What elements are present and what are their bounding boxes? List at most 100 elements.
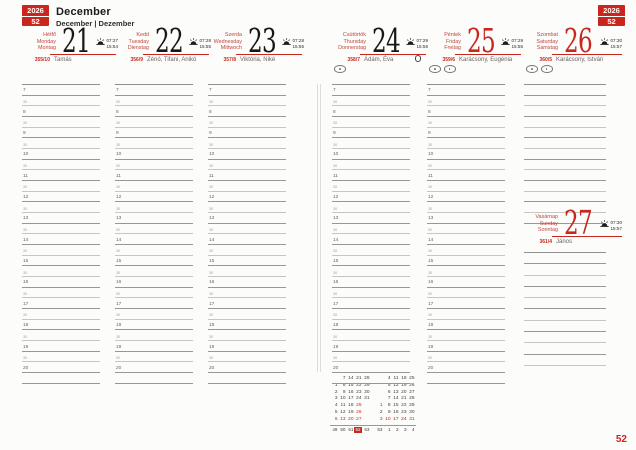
time-row: 10 bbox=[332, 149, 410, 160]
time-row: 30 bbox=[115, 96, 193, 107]
time-row: 16 bbox=[332, 277, 410, 288]
weekday-names: Péntek Friday Freitag bbox=[427, 32, 461, 54]
half-hour-label: 30 bbox=[23, 270, 28, 275]
holiday-restriction-icon bbox=[429, 65, 441, 73]
mini-date: 27 bbox=[356, 416, 362, 422]
time-row: 30 bbox=[208, 202, 286, 214]
name-days: Viktória, Niké bbox=[240, 56, 276, 63]
time-row: 30 bbox=[115, 117, 193, 128]
day-of-year: 358/7 bbox=[347, 56, 360, 63]
time-row bbox=[524, 96, 606, 107]
time-row: 12 bbox=[115, 192, 193, 203]
hour-label: 8 bbox=[333, 109, 336, 115]
time-row: 15 bbox=[427, 256, 505, 267]
time-row: 30 bbox=[115, 202, 193, 214]
hour-label: 18 bbox=[333, 323, 339, 329]
schedule-grid: 7 30 8 30 9 30 10 30 11 30 12 30 13 30 14 30 15 30 16 30 17 3… bbox=[208, 84, 286, 384]
time-row: 15 bbox=[332, 256, 410, 267]
time-row bbox=[208, 373, 286, 384]
weekday-name: Monday bbox=[36, 38, 56, 45]
weekday-name: Csütörtök bbox=[342, 32, 366, 39]
time-row: 16 bbox=[115, 277, 193, 288]
half-hour-label: 30 bbox=[428, 164, 433, 169]
header-rule bbox=[552, 54, 622, 55]
time-row: 30 bbox=[208, 330, 286, 342]
time-row bbox=[524, 128, 606, 139]
sunrise-time: 07:28 bbox=[292, 38, 305, 44]
half-hour-label: 30 bbox=[23, 206, 28, 211]
time-row: 30 bbox=[332, 160, 410, 171]
weekday-names: Kedd Tuesday Dienstag bbox=[115, 32, 149, 54]
time-row: 9 bbox=[22, 128, 100, 139]
half-hour-label: 30 bbox=[116, 292, 121, 297]
day-header-saturday: Szombat Saturday Samstag 26 07:30 15:57 360/5 K… bbox=[524, 21, 622, 73]
weekday-names: Vasárnap Sunday Sonntag bbox=[524, 214, 558, 236]
half-hour-label: 30 bbox=[209, 356, 214, 361]
mini-date: 29 bbox=[409, 403, 415, 409]
half-hour-label: 30 bbox=[209, 164, 214, 169]
time-row bbox=[524, 160, 606, 171]
half-hour-label: 30 bbox=[428, 334, 433, 339]
time-row bbox=[524, 309, 606, 321]
half-hour-label: 30 bbox=[23, 228, 28, 233]
mini-week-number: 1 bbox=[387, 427, 391, 433]
time-row: 8 bbox=[115, 106, 193, 118]
time-row: 19 bbox=[332, 341, 410, 352]
hour-label: 12 bbox=[23, 195, 29, 201]
hour-label: 16 bbox=[333, 280, 339, 286]
half-hour-label: 30 bbox=[116, 334, 121, 339]
sun-times: 07:27 15:54 bbox=[107, 38, 119, 50]
time-row bbox=[524, 181, 606, 192]
sunrise-time: 07:28 bbox=[199, 38, 212, 44]
time-row: 30 bbox=[22, 352, 100, 363]
mini-date: 26 bbox=[409, 382, 415, 388]
holiday-restriction-icon bbox=[334, 65, 346, 73]
time-row: 15 bbox=[208, 256, 286, 267]
time-row: 30 bbox=[332, 245, 410, 256]
hour-label: 19 bbox=[23, 344, 29, 350]
hour-label: 14 bbox=[23, 237, 29, 243]
hour-label: 20 bbox=[333, 365, 339, 371]
mini-date: 3 bbox=[379, 416, 383, 422]
hour-label: 7 bbox=[209, 88, 212, 94]
time-row: 30 bbox=[332, 266, 410, 278]
day-header-wednesday: Szerda Wednesday Mittwoch 23 07:28 15:55 357/8… bbox=[208, 24, 305, 63]
hour-label: 8 bbox=[209, 109, 212, 115]
mini-month: 1 2 3 4 5 6 7 8 9 10 11 12 13 14 15 16 17 18 19 20 21 22 23 24 2… bbox=[330, 376, 370, 424]
page-gutter-line bbox=[320, 84, 321, 372]
time-row: 20 bbox=[208, 362, 286, 374]
mini-date: 19 bbox=[401, 382, 407, 388]
time-row: 17 bbox=[427, 298, 505, 310]
time-row: 18 bbox=[427, 320, 505, 331]
weekday-name: Friday bbox=[446, 38, 461, 45]
page-gutter-line bbox=[317, 84, 318, 372]
mini-week-number: 51 bbox=[348, 427, 354, 433]
mini-date: 31 bbox=[409, 416, 415, 422]
day-header-sunday: Vasárnap Sunday Sonntag 27 07:30 15:57 361/4 Já… bbox=[524, 206, 622, 245]
hour-label: 10 bbox=[23, 152, 29, 158]
mini-week-number: 53 bbox=[377, 427, 383, 433]
name-days: Karácsony, István bbox=[556, 56, 604, 63]
time-row: 20 bbox=[332, 362, 410, 374]
time-row: 30 bbox=[115, 181, 193, 192]
half-hour-label: 30 bbox=[428, 270, 433, 275]
mini-date: 17 bbox=[393, 416, 399, 422]
half-hour-label: 30 bbox=[333, 142, 338, 147]
mini-calendar-months: 1 2 3 4 5 6 7 8 9 10 11 12 13 14 15 16 17 18 19 20 21 22 23 24 2… bbox=[330, 376, 416, 424]
hour-label: 17 bbox=[116, 301, 122, 307]
time-row: 30 bbox=[22, 266, 100, 278]
moon-phase-icon bbox=[414, 55, 421, 62]
time-row: 30 bbox=[208, 160, 286, 171]
hour-label: 8 bbox=[116, 109, 119, 115]
sunset-time: 15:55 bbox=[199, 44, 212, 50]
time-row: 30 bbox=[332, 330, 410, 342]
time-row: 30 bbox=[208, 117, 286, 128]
half-hour-label: 30 bbox=[428, 292, 433, 297]
page-subtitle: December | Dezember bbox=[56, 19, 135, 28]
mini-date: 4 bbox=[387, 376, 391, 381]
time-row: 10 bbox=[115, 149, 193, 160]
time-row: 30 bbox=[208, 288, 286, 299]
date-number: 26 bbox=[564, 21, 593, 60]
name-days: János bbox=[556, 238, 573, 245]
